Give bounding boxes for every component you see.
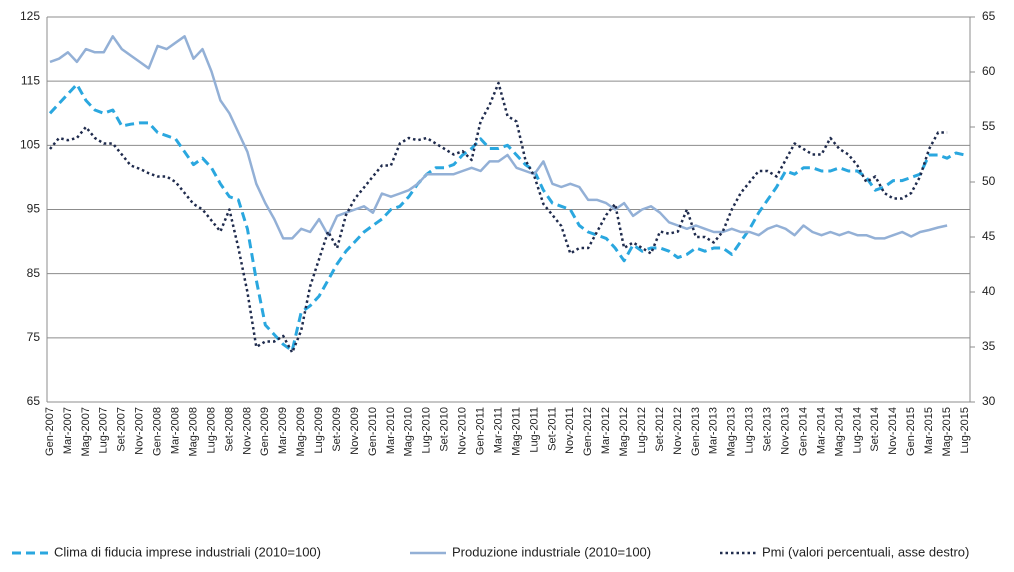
x-tick-label: Set-2009 [331, 407, 343, 452]
y-tick-label: 105 [20, 138, 40, 152]
x-tick-label: Lug-2009 [313, 407, 325, 454]
x-tick-label: Nov-2012 [672, 407, 684, 455]
x-tick-label: Gen-2014 [797, 407, 809, 456]
x-tick-label: Lug-2007 [98, 407, 110, 454]
y-tick-label: 115 [21, 73, 40, 87]
x-tick-label: Mag-2009 [295, 407, 307, 457]
x-tick-label: Gen-2009 [259, 407, 271, 456]
y2-tick-label: 45 [982, 229, 996, 243]
x-tick-label: Nov-2014 [887, 407, 899, 455]
x-tick-label: Mar-2010 [385, 407, 397, 454]
x-tick-label: Nov-2011 [564, 407, 576, 454]
x-tick-label: Lug-2011 [528, 407, 540, 453]
x-tick-label: Set-2014 [869, 407, 881, 452]
x-tick-label: Gen-2012 [582, 407, 594, 456]
x-tick-label: Nov-2010 [457, 407, 469, 455]
x-tick-label: Gen-2015 [905, 407, 917, 456]
x-tick-label: Mag-2012 [618, 407, 630, 457]
series-line [49, 81, 948, 354]
x-tick-label: Mag-2015 [941, 407, 953, 457]
y-tick-label: 85 [27, 266, 41, 280]
x-tick-label: Set-2007 [116, 407, 128, 452]
x-tick-label: Gen-2007 [44, 407, 56, 456]
x-tick-label: Mar-2009 [277, 407, 289, 454]
y2-tick-label: 55 [982, 119, 996, 133]
x-tick-label: Lug-2013 [744, 407, 756, 454]
series-line [49, 35, 948, 240]
x-tick-label: Lug-2014 [851, 407, 863, 454]
x-tick-label: Mar-2008 [169, 407, 181, 454]
legend-label: Pmi (valori percentuali, asse destro) [762, 544, 969, 559]
x-tick-label: Lug-2008 [205, 407, 217, 454]
x-tick-label: Mar-2012 [600, 407, 612, 454]
x-tick-label: Lug-2015 [959, 407, 971, 454]
x-tick-label: Nov-2009 [349, 407, 361, 455]
x-tick-label: Set-2011 [546, 407, 558, 451]
x-tick-label: Mag-2010 [403, 407, 415, 457]
x-tick-label: Mar-2014 [815, 407, 827, 454]
y-tick-label: 95 [27, 202, 41, 216]
x-tick-label: Set-2008 [223, 407, 235, 452]
x-tick-label: Mag-2013 [726, 407, 738, 457]
x-tick-label: Lug-2010 [421, 407, 433, 454]
y-tick-label: 125 [20, 9, 40, 23]
y2-tick-label: 60 [982, 64, 996, 78]
legend-label: Clima di fiducia imprese industriali (20… [54, 544, 321, 559]
y-tick-label: 65 [27, 394, 41, 408]
x-tick-label: Mar-2015 [923, 407, 935, 454]
y2-tick-label: 50 [982, 174, 996, 188]
x-tick-label: Mar-2007 [62, 407, 74, 454]
y2-tick-label: 30 [982, 394, 996, 408]
legend-label: Produzione industriale (2010=100) [452, 544, 651, 559]
x-tick-label: Gen-2013 [690, 407, 702, 456]
y-tick-label: 75 [27, 330, 41, 344]
x-tick-label: Mag-2007 [80, 407, 92, 457]
x-tick-label: Mag-2014 [833, 407, 845, 457]
series-line [48, 82, 966, 353]
y2-tick-label: 40 [982, 284, 996, 298]
x-tick-label: Gen-2010 [367, 407, 379, 456]
x-tick-label: Set-2010 [439, 407, 451, 452]
x-tick-label: Set-2013 [762, 407, 774, 452]
y2-tick-label: 35 [982, 339, 996, 353]
x-tick-label: Lug-2012 [636, 407, 648, 454]
x-tick-label: Mag-2011 [510, 407, 522, 456]
x-tick-label: Nov-2013 [779, 407, 791, 455]
x-tick-label: Nov-2007 [134, 407, 146, 455]
x-tick-label: Set-2012 [654, 407, 666, 452]
x-tick-label: Mar-2013 [708, 407, 720, 454]
y2-tick-label: 65 [982, 9, 996, 23]
x-tick-label: Gen-2008 [152, 407, 164, 456]
x-tick-label: Gen-2011 [474, 407, 486, 455]
x-tick-label: Mar-2011 [492, 407, 504, 453]
x-tick-label: Nov-2008 [241, 407, 253, 455]
x-tick-label: Mag-2008 [187, 407, 199, 457]
